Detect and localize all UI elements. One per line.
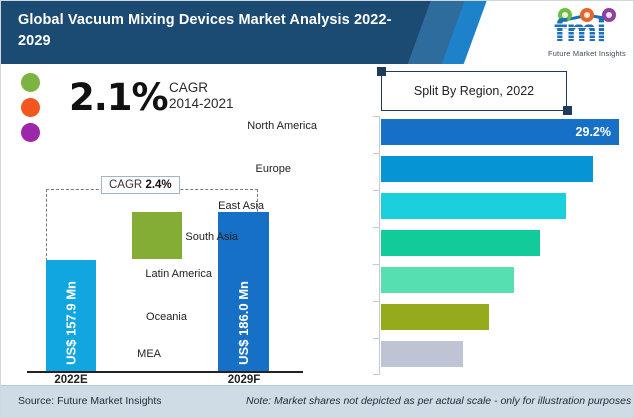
region-bar-oceania	[381, 304, 489, 330]
logo-subtitle: Future Market Insights	[548, 49, 626, 58]
bar-value-2029f: US$ 186.0 Mn	[236, 281, 251, 365]
market-size-chart: CAGR 2.4% US$ 157.9 Mn 2022E US$ 186.0 M…	[13, 171, 313, 386]
cagr-annotation-prefix: CAGR	[109, 179, 143, 191]
axis-tick	[373, 116, 380, 118]
region-bar-south-asia	[381, 230, 540, 256]
dot-orange-icon	[21, 98, 40, 117]
box-handle-top-left	[377, 67, 386, 76]
region-label-south-asia: South Asia	[185, 231, 238, 243]
region-bar-east-asia	[381, 193, 566, 219]
region-row-mea: MEA	[137, 341, 463, 367]
region-label-mea: MEA	[137, 348, 161, 360]
bar-2022e: US$ 157.9 Mn	[46, 260, 96, 371]
logo-head-green-icon	[558, 8, 572, 22]
header-banner: Global Vacuum Mixing Devices Market Anal…	[1, 1, 633, 64]
region-label-east-asia: East Asia	[218, 200, 264, 212]
logo-wordmark: fmi	[554, 14, 612, 49]
region-value-north-america: 29.2%	[575, 125, 611, 139]
region-split-chart: Split By Region, 2022 29.2% North Americ…	[137, 67, 629, 383]
cagr-dot-group	[21, 73, 40, 148]
region-bar-europe	[381, 156, 593, 182]
region-label-north-america: North America	[247, 120, 317, 132]
page-title: Global Vacuum Mixing Devices Market Anal…	[18, 12, 392, 49]
logo-head-orange-icon	[580, 8, 594, 22]
split-by-region-title: Split By Region, 2022	[413, 84, 535, 98]
axis-tick	[373, 264, 380, 266]
region-row-oceania: Oceania	[146, 304, 489, 330]
xlabel-2029f: 2029F	[227, 374, 261, 386]
region-label-europe: Europe	[255, 163, 291, 175]
axis-tick	[373, 338, 380, 340]
region-row-europe: Europe	[256, 156, 593, 182]
footer-source: Source: Future Market Insights	[18, 395, 162, 407]
fmi-logo: fmi Future Market Insights	[530, 7, 630, 59]
box-handle-bottom-right	[563, 106, 572, 115]
region-bar-north-america	[381, 119, 619, 145]
region-label-latin-america: Latin America	[145, 268, 212, 280]
cagr-caption: CAGR 2014-2021	[169, 80, 234, 112]
region-bar-mea	[381, 341, 463, 367]
region-label-oceania: Oceania	[146, 311, 187, 323]
region-row-latin-america: Latin America	[145, 267, 514, 293]
axis-tick	[373, 374, 380, 376]
xlabel-2022e: 2022E	[54, 374, 88, 386]
axis-tick	[373, 301, 380, 303]
footer-bar: Source: Future Market Insights Note: Mar…	[1, 385, 633, 417]
cagr-annotation-value: 2.4%	[145, 179, 172, 191]
logo-figures	[556, 7, 626, 27]
region-row-east-asia: East Asia	[218, 193, 566, 219]
decorative-green-square	[132, 212, 182, 259]
baseline-axis	[27, 371, 303, 373]
axis-tick	[373, 227, 380, 229]
axis-tick	[373, 190, 380, 192]
region-row-north-america: 29.2% North America	[247, 119, 619, 145]
region-row-south-asia: South Asia	[185, 230, 540, 256]
cagr-annotation-box: CAGR 2.4%	[101, 176, 180, 194]
category-axis	[379, 116, 381, 374]
axis-tick	[373, 153, 380, 155]
cagr-value: 2.1%	[69, 76, 169, 119]
footer-note: Note: Market shares not depicted as per …	[246, 395, 632, 407]
cagr-period: 2014-2021	[169, 96, 234, 111]
dot-green-icon	[21, 73, 40, 92]
dot-purple-icon	[21, 123, 40, 142]
bar-2029f: US$ 186.0 Mn	[218, 212, 269, 371]
split-by-region-box: Split By Region, 2022	[381, 71, 567, 111]
cagr-label: CAGR	[169, 80, 209, 95]
region-bar-latin-america	[381, 267, 514, 293]
logo-head-purple-icon	[602, 8, 616, 22]
